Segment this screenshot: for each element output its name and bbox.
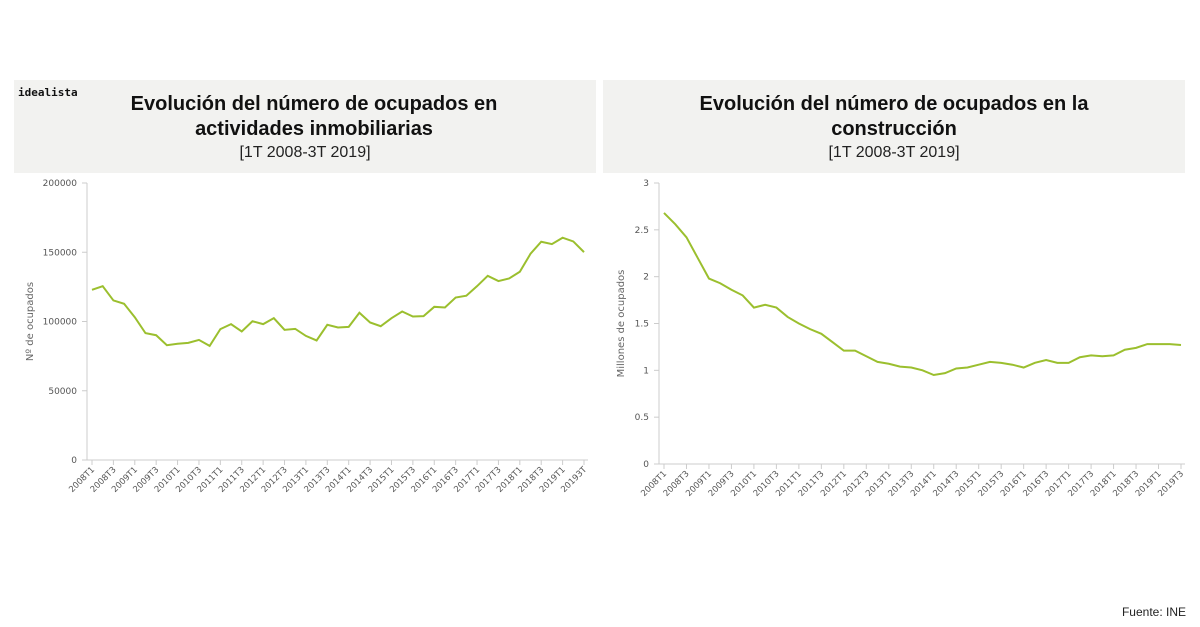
left-chart-subtitle: [1T 2008-3T 2019] — [239, 144, 371, 161]
chart-1: 00.511.522.532008T12008T32009T12009T3201… — [616, 179, 1186, 499]
y-tick-label: 0 — [643, 460, 649, 470]
y-tick-label: 1.5 — [635, 320, 649, 330]
left-chart-title: Evolución del número de ocupados en acti… — [130, 93, 498, 140]
source-note: Fuente: INE — [1121, 605, 1186, 619]
series-line — [91, 236, 585, 348]
y-tick-label: 200000 — [43, 179, 78, 189]
right-chart-header: Evolución del número de ocupados en la c… — [603, 80, 1185, 173]
y-axis-label: Millones de ocupados — [616, 270, 627, 378]
y-tick-label: 0 — [71, 456, 77, 466]
chart-0: 0500001000001500002000002008T12008T32009… — [25, 179, 590, 495]
idealista-logo: idealista — [18, 86, 78, 99]
y-tick-label: 3 — [643, 179, 649, 189]
y-tick-label: 1 — [643, 366, 649, 376]
y-tick-label: 2.5 — [635, 226, 649, 236]
y-tick-label: 0.5 — [635, 413, 649, 423]
series-line — [663, 212, 1182, 377]
right-chart-title: Evolución del número de ocupados en la c… — [699, 93, 1089, 140]
left-chart-header: Evolución del número de ocupados en acti… — [14, 80, 596, 173]
y-tick-label: 2 — [643, 273, 649, 283]
y-axis-label: Nº de ocupados — [25, 282, 36, 361]
y-tick-label: 50000 — [48, 387, 77, 397]
right-chart-subtitle: [1T 2008-3T 2019] — [828, 144, 960, 161]
y-tick-label: 150000 — [43, 248, 78, 258]
y-tick-label: 100000 — [43, 318, 78, 328]
